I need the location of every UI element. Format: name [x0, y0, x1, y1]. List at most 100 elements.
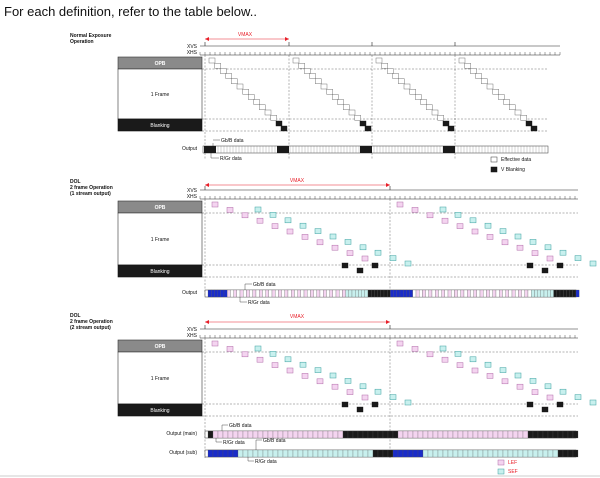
s2b-lef-row — [426, 212, 434, 219]
s3-sef-row — [329, 372, 337, 379]
s3-lef-row — [361, 394, 369, 401]
s2-output-cell — [425, 289, 429, 298]
s3-output-sub-label: Output (sub) — [169, 450, 197, 456]
s1-row-effective — [403, 83, 411, 90]
s3-output-main-cell — [412, 430, 419, 439]
s2-vmax-arrow-head-right — [386, 183, 390, 187]
s2-output-cell — [307, 289, 311, 298]
s3-output-main-cell — [552, 430, 559, 439]
s3-output-sub-cell — [272, 449, 279, 458]
s3-output-main-cell — [567, 430, 574, 439]
s2-output-cell — [339, 289, 343, 298]
s1-row-effective — [392, 73, 399, 79]
s2-lef-row — [316, 239, 324, 246]
s1-row-effective — [409, 88, 416, 95]
legend-effective-swatch — [490, 156, 498, 163]
s2-vmax-label: VMAX — [290, 178, 305, 184]
s3-output-sub-cell — [212, 449, 219, 458]
s3-output-sub-cell — [502, 449, 509, 458]
s3-output-main-cell — [397, 430, 404, 439]
legend-vblank-label: V Blanking — [501, 167, 525, 173]
s2-sef-row — [389, 255, 397, 261]
s1-blanking-block — [117, 118, 203, 132]
s3-output-main-cell — [307, 430, 314, 439]
s2-output-cell — [534, 289, 538, 298]
s1-row-effective — [426, 104, 433, 111]
s2-lef-row — [226, 207, 234, 213]
s3-output-main-cell — [207, 430, 214, 439]
s2-output-cell — [377, 289, 381, 298]
s2-lef-row — [361, 255, 369, 262]
s3-sef-row — [314, 367, 322, 373]
s3-output-sub-cell — [207, 449, 214, 458]
s2-output-cell — [435, 289, 439, 298]
s3-sef-row — [299, 361, 307, 368]
s2-output-cell — [239, 289, 244, 298]
s2-output-cell — [422, 289, 426, 298]
s3-sef-row — [254, 345, 262, 352]
s3b-sef-row — [484, 361, 492, 368]
s2-output-cell — [217, 289, 221, 298]
s2-output-cell — [252, 289, 257, 298]
s2b-lef-row — [456, 223, 464, 229]
s3-output-main-cell — [437, 430, 444, 439]
s2-output-cell — [393, 289, 397, 298]
s2-sef-row — [254, 206, 262, 213]
s1-rgr-label: R/Gr data — [220, 156, 242, 162]
s3-output-main-cell — [232, 430, 239, 439]
s3-output-sub-cell — [277, 449, 284, 458]
s1-row-blank — [530, 125, 538, 132]
s1-row-effective — [264, 109, 272, 116]
s3-xhs-label: XHS — [187, 333, 198, 339]
s1-title-line2: Operation — [70, 39, 94, 45]
s3-output-sub-cell — [562, 449, 569, 458]
s2b-lef-row — [486, 234, 494, 240]
s2b-sef-row — [439, 206, 447, 213]
s3-output-sub-cell — [387, 449, 394, 458]
s2b-sef-row — [514, 233, 522, 240]
s2-output-cell — [553, 289, 557, 298]
s2-lef-row — [241, 212, 249, 219]
s3b-sef-row — [439, 345, 447, 352]
s3-output-main-cell — [352, 430, 359, 439]
s1-row-effective — [498, 94, 505, 100]
s3-output-main-cell — [497, 430, 504, 439]
s2-output-cell — [371, 289, 375, 298]
s2-output-cell — [342, 289, 346, 298]
s3-output-main-cell — [452, 430, 459, 439]
s1-row-effective — [486, 83, 494, 90]
s3-output-sub-cell — [512, 449, 519, 458]
s3-output-sub-cell — [407, 449, 414, 458]
legend-effective-label: Effective data — [501, 157, 531, 163]
s3-output-main-cell — [527, 430, 534, 439]
s1-output-blank — [277, 146, 289, 153]
s3-output-sub-cell — [412, 449, 419, 458]
s2-sef-row — [404, 260, 412, 267]
s3-lef-row — [241, 351, 249, 358]
s3-output-main-cell — [482, 430, 489, 439]
s3-output-sub-cell — [567, 449, 574, 458]
s2-output-cell — [355, 289, 359, 298]
s2-output-cell — [348, 289, 353, 298]
s1-row-effective — [332, 94, 339, 100]
s1-row-effective — [514, 109, 522, 116]
s2-frame-label: 1 Frame — [151, 237, 170, 243]
s2b-sef-row — [544, 244, 552, 251]
s3b-lef-row — [426, 351, 434, 358]
s3-output-sub-cell — [372, 449, 379, 458]
s3-output-main-cell — [262, 430, 269, 439]
s3-output-sub-cell — [282, 449, 289, 458]
s3-output-sub-cell — [337, 449, 344, 458]
s2-output-cell — [345, 289, 349, 298]
s2-output-cell — [227, 289, 231, 298]
s3-output-main-label: Output (main) — [166, 431, 197, 437]
s3-sef-row — [284, 356, 292, 363]
s1-row-effective — [259, 104, 266, 111]
s2-output-cell — [454, 289, 458, 298]
s3-frame-label: 1 Frame — [151, 376, 170, 382]
s1-frame-label: 1 Frame — [151, 92, 170, 98]
s3-output-sub-cell — [317, 449, 324, 458]
s3-output-sub-cell — [292, 449, 299, 458]
s3-output-sub-cell — [222, 449, 229, 458]
s2-sef-row — [284, 217, 292, 224]
